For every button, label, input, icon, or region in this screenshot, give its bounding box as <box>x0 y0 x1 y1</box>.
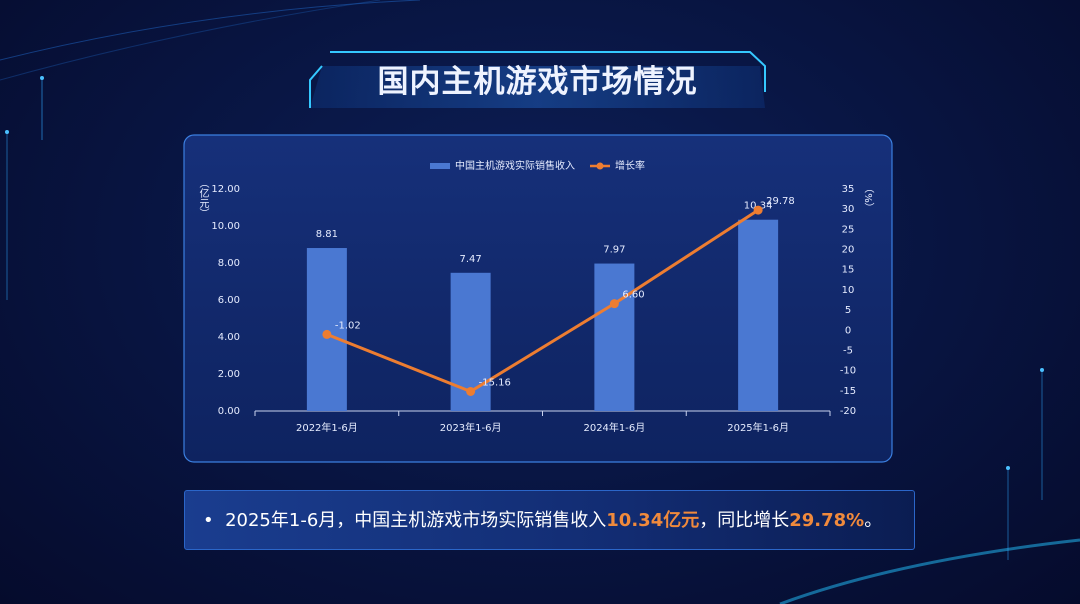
y2-tick-label: 15 <box>842 265 855 276</box>
legend-label: 中国主机游戏实际销售收入 <box>455 159 575 172</box>
y-tick-label: 4.00 <box>218 332 240 343</box>
bar <box>738 219 779 411</box>
y-axis-label: （亿元） <box>197 178 209 218</box>
x-tick-label: 2025年1-6月 <box>727 421 789 434</box>
line <box>326 208 759 394</box>
line-point <box>753 205 763 215</box>
bar <box>306 248 347 411</box>
y-tick-label: 12.00 <box>211 184 240 195</box>
line-value-label: -1.02 <box>335 320 361 331</box>
y2-tick-label: -15 <box>840 386 856 397</box>
line-point <box>322 329 332 339</box>
line-value-label: 29.78 <box>766 196 795 207</box>
bar <box>594 263 635 411</box>
y-tick-label: 6.00 <box>218 295 240 306</box>
y2-tick-label: -10 <box>840 366 856 377</box>
y2-tick-label: 20 <box>842 245 855 256</box>
summary-text: ，同比增长 <box>699 510 790 531</box>
x-tick-label: 2024年1-6月 <box>583 421 645 434</box>
summary-highlight: 29.78% <box>789 510 865 531</box>
bar-value-label: 8.81 <box>316 229 338 240</box>
x-tick-label: 2022年1-6月 <box>296 421 358 434</box>
y2-axis-label: （%） <box>862 183 874 213</box>
bar-value-label: 7.97 <box>603 245 625 256</box>
y2-tick-label: 30 <box>842 204 855 215</box>
x-tick-label: 2023年1-6月 <box>440 421 502 434</box>
y-tick-label: 8.00 <box>218 258 240 269</box>
y2-tick-label: 10 <box>842 285 855 296</box>
summary-highlight: 10.34亿元 <box>606 510 700 531</box>
y2-tick-label: 0 <box>845 325 851 336</box>
y2-tick-label: 25 <box>842 224 855 235</box>
legend-label: 增长率 <box>615 159 645 172</box>
y-tick-label: 0.00 <box>218 406 240 417</box>
line-value-label: -15.16 <box>479 377 511 388</box>
y2-tick-label: -5 <box>843 345 853 356</box>
summary-text: 。 <box>864 510 883 531</box>
line-point <box>609 299 619 309</box>
y-tick-label: 2.00 <box>218 369 240 380</box>
slide-title: 国内主机游戏市场情况 <box>377 64 698 100</box>
bar-value-label: 7.47 <box>459 254 481 265</box>
y2-tick-label: 5 <box>845 305 851 316</box>
y2-tick-label: 35 <box>842 184 855 195</box>
y2-tick-label: -20 <box>840 406 856 417</box>
summary-box: • 2025年1-6月，中国主机游戏市场实际销售收入10.34亿元，同比增长29… <box>184 490 915 550</box>
line-value-label: 6.60 <box>622 290 644 301</box>
line-point <box>466 386 476 396</box>
legend-swatch <box>430 163 450 169</box>
summary-text: 2025年1-6月，中国主机游戏市场实际销售收入 <box>225 510 607 531</box>
legend-swatch <box>596 162 604 170</box>
y-tick-label: 10.00 <box>211 221 240 232</box>
